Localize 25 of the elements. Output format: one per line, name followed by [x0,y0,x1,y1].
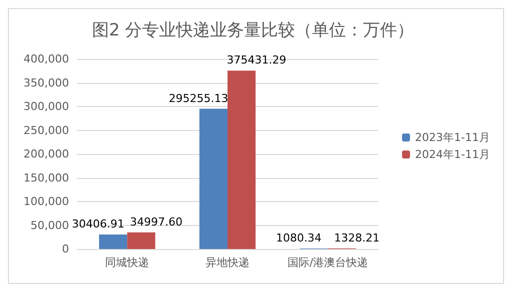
y-tick-label: 400,000 [24,52,69,66]
data-label: 1328.21 [334,231,380,244]
data-label: 34997.60 [130,215,182,228]
y-tick-label: 150,000 [24,171,69,184]
legend-label: 2024年1-11月 [415,148,490,161]
y-tick-label: 350,000 [24,76,69,90]
x-tick-label: 同城快递 [105,256,150,269]
y-tick-label: 300,000 [24,100,69,113]
bar [99,234,128,249]
bar [228,70,256,249]
y-tick-label: 50,000 [30,218,69,232]
y-tick-label: 200,000 [24,148,69,160]
y-tick-label: 100,000 [24,195,69,208]
legend-label: 2023年1-11月 [415,131,490,144]
bar [127,232,156,249]
chart-title: 图2 分专业快递业务量比较（单位：万件） [92,20,414,40]
y-tick-label: 250,000 [24,124,69,137]
x-tick-label: 国际/港澳台快递 [287,256,368,269]
x-tick-label: 异地快递 [206,256,250,269]
data-label: 295255.13 [168,92,228,105]
data-label: 1080.34 [276,231,322,244]
bar [199,108,228,249]
data-label: 375431.29 [226,54,286,67]
data-label: 30406.91 [72,218,124,231]
y-tick-label: 0 [62,242,69,256]
